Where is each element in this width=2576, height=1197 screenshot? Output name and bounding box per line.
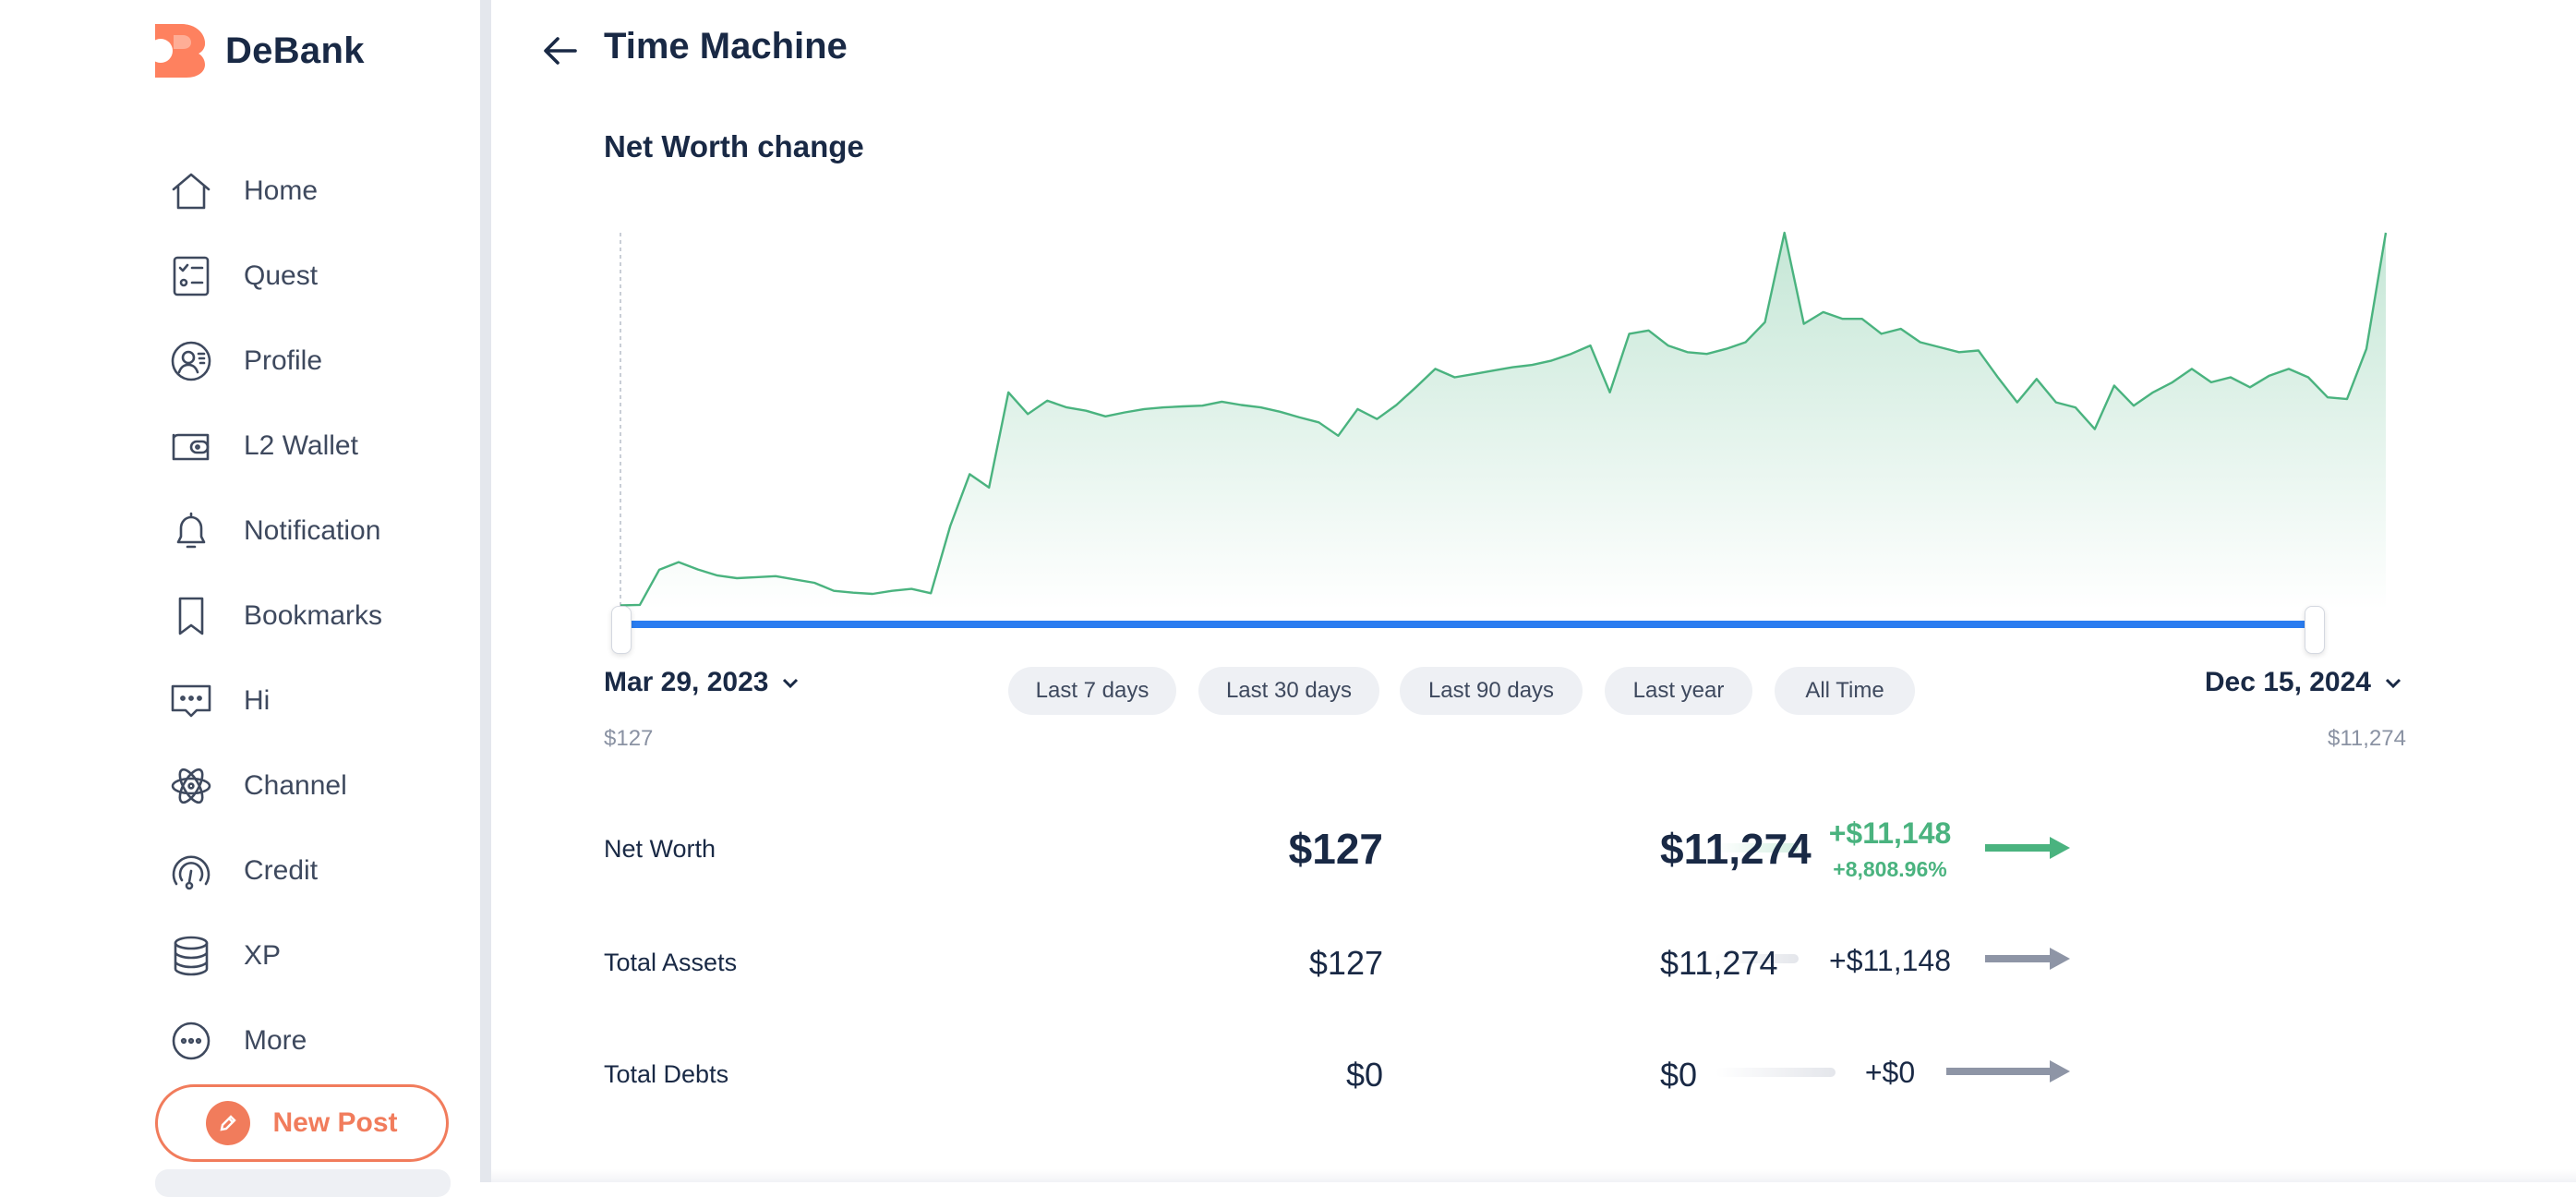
preset-last-30-days[interactable]: Last 30 days	[1198, 667, 1379, 715]
arrow-right-icon	[1985, 948, 2070, 970]
sidebar-item-l2-wallet[interactable]: L2 Wallet	[166, 414, 443, 478]
sidebar-item-hi[interactable]: Hi	[166, 669, 443, 733]
sidebar-item-label: Bookmarks	[244, 600, 383, 631]
sidebar-item-channel[interactable]: Channel	[166, 754, 443, 818]
start-date: Mar 29, 2023	[604, 667, 769, 697]
preset-last-7-days[interactable]: Last 7 days	[1008, 667, 1176, 715]
total-assets-change: +$11,148	[1829, 944, 1951, 977]
sidebar-bottom-card	[155, 1169, 451, 1197]
total-debts-to: $0	[1660, 1056, 1698, 1094]
net-worth-label: Net Worth	[604, 835, 716, 863]
end-date: Dec 15, 2024	[2204, 667, 2371, 697]
preset-all-time[interactable]: All Time	[1775, 667, 1915, 715]
end-date-select[interactable]: Dec 15, 2024	[2205, 667, 2404, 698]
end-net-worth: $11,274	[2328, 726, 2406, 751]
sidebar-item-credit[interactable]: Credit	[166, 839, 443, 903]
sidebar-item-label: L2 Wallet	[244, 430, 358, 461]
sidebar-item-label: More	[244, 1025, 307, 1056]
chevron-down-icon	[783, 678, 799, 689]
home-icon	[166, 166, 216, 216]
sidebar-divider	[480, 0, 491, 1182]
start-net-worth: $127	[604, 726, 654, 751]
total-debts-label: Total Debts	[604, 1060, 729, 1088]
start-date-select[interactable]: Mar 29, 2023	[604, 667, 801, 698]
networth-chart[interactable]	[595, 222, 2395, 665]
sidebar-item-label: Quest	[244, 260, 319, 291]
chevron-down-icon	[2385, 678, 2401, 689]
profile-icon	[166, 336, 216, 386]
sidebar-item-bookmarks[interactable]: Bookmarks	[166, 584, 443, 648]
sidebar-item-label: Credit	[244, 855, 319, 886]
total-assets-trail	[1715, 954, 1799, 963]
sidebar-item-label: Notification	[244, 515, 381, 546]
sidebar-item-xp[interactable]: XP	[166, 924, 443, 988]
preset-last-90-days[interactable]: Last 90 days	[1400, 667, 1583, 715]
net-worth-change-pct: +8,808.96%	[1833, 857, 1947, 881]
arrow-right-icon	[1946, 1060, 2070, 1082]
sidebar-item-label: Profile	[244, 345, 323, 376]
new-post-button[interactable]: New Post	[155, 1084, 449, 1162]
sidebar-item-label: Hi	[244, 685, 271, 716]
total-debts-change: +$0	[1864, 1056, 1916, 1089]
sidebar-item-label: XP	[244, 940, 282, 971]
total-assets-label: Total Assets	[604, 949, 738, 976]
checklist-icon	[166, 251, 216, 301]
chat-icon	[166, 676, 216, 726]
back-button[interactable]	[537, 28, 584, 74]
date-range-track[interactable]	[620, 621, 2314, 628]
app-name: DeBank	[225, 30, 365, 71]
networth-area	[620, 233, 2386, 610]
main-content: Time Machine Net Worth change Mar 29, 20…	[491, 0, 2576, 1182]
page-title: Time Machine	[604, 26, 848, 66]
new-post-label: New Post	[272, 1107, 398, 1138]
pencil-icon	[206, 1101, 251, 1145]
debank-logo-icon	[155, 24, 205, 78]
sidebar-item-label: Home	[244, 175, 319, 206]
total-debts-trail	[1715, 1068, 1836, 1077]
total-assets-from: $127	[1308, 944, 1383, 982]
more-icon	[166, 1016, 216, 1066]
bottom-fade	[491, 1169, 2576, 1182]
net-worth-change: +$11,148	[1828, 816, 1952, 850]
bell-icon	[166, 506, 216, 556]
net-worth-trail	[1715, 843, 1799, 852]
net-worth-from: $127	[1288, 825, 1383, 873]
wallet-icon	[166, 421, 216, 471]
sidebar-item-profile[interactable]: Profile	[166, 329, 443, 393]
networth-line	[620, 231, 2388, 607]
sidebar-item-home[interactable]: Home	[166, 159, 443, 224]
sidebar-item-notification[interactable]: Notification	[166, 499, 443, 563]
gauge-icon	[166, 846, 216, 896]
sidebar: DeBank Home Quest Profile L2 Wallet	[0, 0, 480, 1197]
total-assets-to: $11,274	[1660, 944, 1778, 982]
arrow-left-icon	[544, 37, 577, 65]
sidebar-item-quest[interactable]: Quest	[166, 244, 443, 308]
atom-icon	[166, 761, 216, 811]
net-worth-to: $11,274	[1660, 825, 1812, 873]
sidebar-item-label: Channel	[244, 770, 347, 801]
section-title: Net Worth change	[604, 129, 864, 163]
range-end-handle[interactable]	[2305, 606, 2325, 654]
arrow-right-icon	[1985, 837, 2070, 859]
preset-last-year[interactable]: Last year	[1605, 667, 1752, 715]
total-debts-from: $0	[1345, 1056, 1383, 1094]
coins-icon	[166, 931, 216, 981]
bookmark-icon	[166, 591, 216, 641]
range-start-handle[interactable]	[611, 606, 632, 654]
debank-logo[interactable]: DeBank	[155, 24, 365, 78]
sidebar-item-more[interactable]: More	[166, 1009, 443, 1073]
